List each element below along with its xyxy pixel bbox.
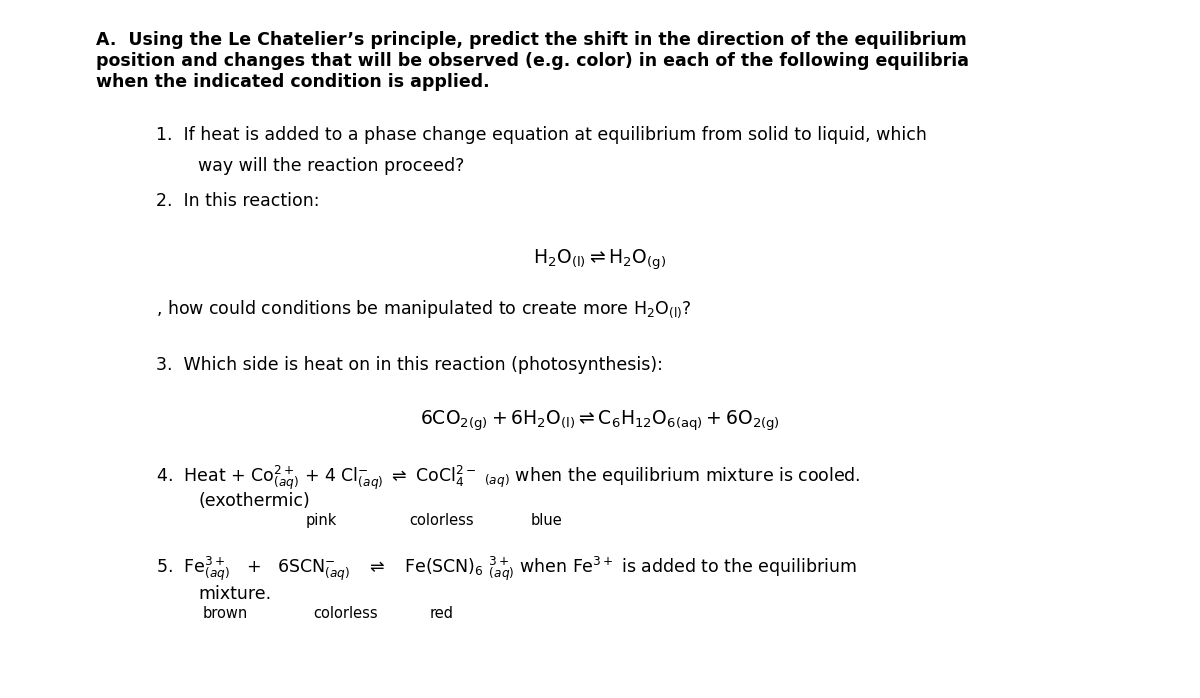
Text: red: red (430, 606, 454, 621)
Text: blue: blue (530, 513, 562, 528)
Text: (exothermic): (exothermic) (198, 492, 310, 510)
Text: $\mathrm{H_2O_{(l)} \rightleftharpoons H_2O_{(g)}}$: $\mathrm{H_2O_{(l)} \rightleftharpoons H… (534, 248, 666, 272)
Text: 5.  Fe$^{3+}_{(aq)}$   +   6SCN$^{-}_{(aq)}$   $\rightleftharpoons$   Fe(SCN)$_6: 5. Fe$^{3+}_{(aq)}$ + 6SCN$^{-}_{(aq)}$ … (156, 555, 857, 584)
Text: 2.  In this reaction:: 2. In this reaction: (156, 192, 319, 210)
Text: 4.  Heat + Co$^{2+}_{(aq)}$ + 4 Cl$^{-}_{(aq)}$ $\rightleftharpoons$ CoCl$_4^{2-: 4. Heat + Co$^{2+}_{(aq)}$ + 4 Cl$^{-}_{… (156, 464, 860, 493)
Text: colorless: colorless (409, 513, 474, 528)
Text: colorless: colorless (313, 606, 378, 621)
Text: 1.  If heat is added to a phase change equation at equilibrium from solid to liq: 1. If heat is added to a phase change eq… (156, 126, 926, 144)
Text: pink: pink (306, 513, 337, 528)
Text: way will the reaction proceed?: way will the reaction proceed? (198, 157, 464, 175)
Text: mixture.: mixture. (198, 585, 271, 603)
Text: $\mathrm{6CO_{2(g)} + 6H_2O_{(l)} \rightleftharpoons C_6H_{12}O_{6(aq)} + 6O_{2(: $\mathrm{6CO_{2(g)} + 6H_2O_{(l)} \right… (420, 408, 780, 433)
Text: A.  Using the Le Chatelier’s principle, predict the shift in the direction of th: A. Using the Le Chatelier’s principle, p… (96, 31, 970, 91)
Text: , how could conditions be manipulated to create more $\mathrm{H_2O_{(l)}}$?: , how could conditions be manipulated to… (156, 299, 691, 320)
Text: brown: brown (203, 606, 248, 621)
Text: 3.  Which side is heat on in this reaction (photosynthesis):: 3. Which side is heat on in this reactio… (156, 356, 662, 374)
